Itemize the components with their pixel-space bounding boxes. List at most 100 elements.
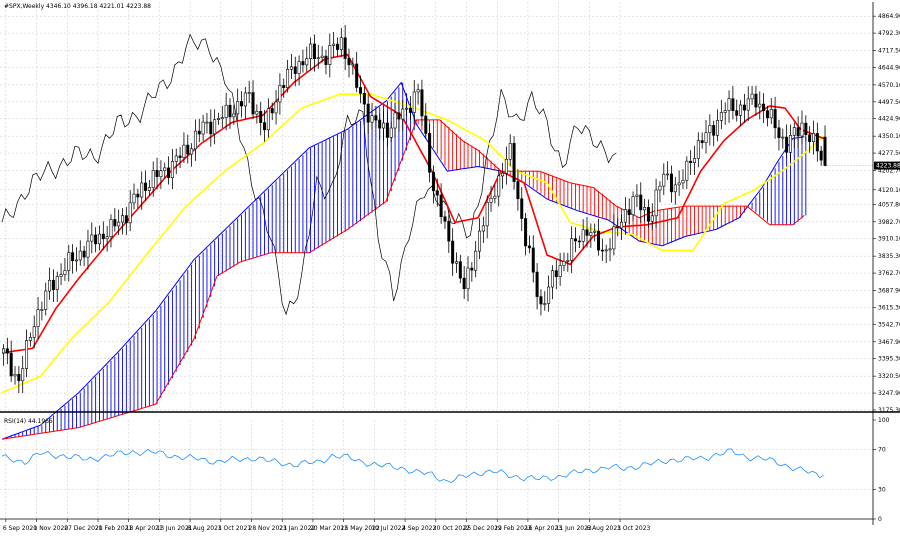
candle-body	[554, 270, 558, 277]
candle-body	[739, 104, 743, 116]
candle-body	[282, 85, 286, 88]
candle-body	[631, 196, 635, 216]
candle-body	[21, 368, 25, 382]
price-tick-label: 4864.90	[878, 13, 900, 20]
candle-body	[236, 101, 240, 115]
candle-body	[696, 140, 700, 159]
candle-body	[716, 120, 720, 136]
price-tick-label: 3542.70	[878, 321, 900, 328]
candle-body	[762, 103, 766, 111]
candle-body	[573, 238, 577, 242]
candle-body	[147, 187, 151, 191]
time-tick-label: 23 Jan 2022	[279, 525, 315, 532]
candle-body	[516, 181, 520, 200]
candle-body	[558, 265, 562, 277]
candle-body	[324, 55, 328, 65]
candle-body	[535, 271, 539, 297]
candle-body	[454, 261, 458, 264]
rsi-tick-label: 0	[878, 516, 882, 523]
candle-body	[458, 261, 462, 279]
candle-body	[608, 248, 612, 251]
candle-body	[681, 179, 685, 184]
candle-body	[811, 133, 815, 142]
candle-body	[151, 170, 155, 188]
rsi-tick-label: 30	[878, 486, 886, 493]
candle-body	[669, 173, 673, 193]
candle-body	[796, 127, 800, 137]
time-tick-label: 15 May 2022	[341, 525, 380, 532]
candle-body	[708, 125, 712, 133]
axes: 4864.90 4792.30 4717.50 4644.90 4570.10 4497.…	[0, 13, 900, 532]
candle-body	[355, 63, 359, 88]
candle-body	[44, 290, 48, 310]
time-tick-label: 4 Sep 2022	[402, 525, 436, 532]
candle-body	[335, 43, 339, 50]
candle-body	[635, 194, 639, 197]
candle-body	[597, 230, 601, 251]
candle-body	[182, 144, 186, 158]
candle-body	[620, 221, 624, 229]
candle-body	[374, 115, 378, 121]
candle-body	[5, 348, 9, 354]
candle-body	[309, 43, 313, 59]
candle-body	[401, 108, 405, 120]
current-price-tag	[874, 161, 900, 170]
time-tick-label: 19 Feb 2023	[494, 525, 532, 532]
candle-body	[109, 219, 113, 238]
candle-body	[666, 173, 670, 176]
candle-body	[343, 37, 347, 59]
candle-body	[485, 202, 489, 227]
candle-body	[9, 352, 13, 377]
candle-body	[205, 121, 209, 124]
price-tick-label: 3687.90	[878, 288, 900, 295]
candle-body	[478, 230, 482, 252]
price-tick-label: 4424.90	[878, 116, 900, 123]
candle-body	[28, 337, 32, 341]
candle-body	[328, 45, 332, 65]
candle-body	[769, 109, 773, 119]
candle-body	[124, 215, 128, 224]
candle-body	[727, 98, 731, 111]
candle-body	[105, 236, 109, 240]
time-tick-label: 10 Jul 2022	[371, 525, 405, 532]
time-tick-label: 1 Nov 2020	[34, 525, 69, 532]
candle-body	[220, 117, 224, 119]
candle-body	[67, 252, 71, 271]
price-tick-label: 3247.90	[878, 390, 900, 397]
candle-body	[781, 136, 785, 139]
candle-body	[493, 195, 497, 199]
candle-body	[312, 43, 316, 60]
candle-body	[612, 226, 616, 250]
candle-body	[520, 198, 524, 219]
candle-body	[408, 107, 412, 113]
candle-body	[677, 182, 681, 186]
candle-body	[13, 374, 17, 377]
price-tick-label: 4570.10	[878, 82, 900, 89]
candle-body	[240, 101, 244, 107]
price-tick-label: 3910.10	[878, 236, 900, 243]
candle-body	[562, 261, 566, 266]
candle-body	[412, 91, 416, 113]
candle-body	[420, 89, 424, 117]
candle-body	[297, 61, 301, 74]
candle-body	[51, 279, 55, 290]
candle-body	[78, 250, 82, 261]
price-tick-label: 4277.50	[878, 150, 900, 157]
candle-body	[742, 104, 746, 111]
candle-body	[792, 127, 796, 136]
candle-body	[673, 184, 677, 193]
candle-body	[508, 143, 512, 160]
candle-body	[274, 101, 278, 114]
candle-body	[36, 309, 40, 327]
time-tick-label: 25 Dec 2022	[464, 525, 503, 532]
price-tick-label: 4644.90	[878, 64, 900, 71]
candle-body	[63, 270, 67, 275]
candle-body	[735, 110, 739, 116]
candle-body	[101, 233, 105, 240]
candle-body	[332, 43, 336, 46]
candle-body	[97, 233, 101, 245]
candle-body	[570, 238, 574, 261]
price-tick-label: 3175.30	[878, 407, 900, 414]
price-tick-label: 4792.30	[878, 30, 900, 37]
